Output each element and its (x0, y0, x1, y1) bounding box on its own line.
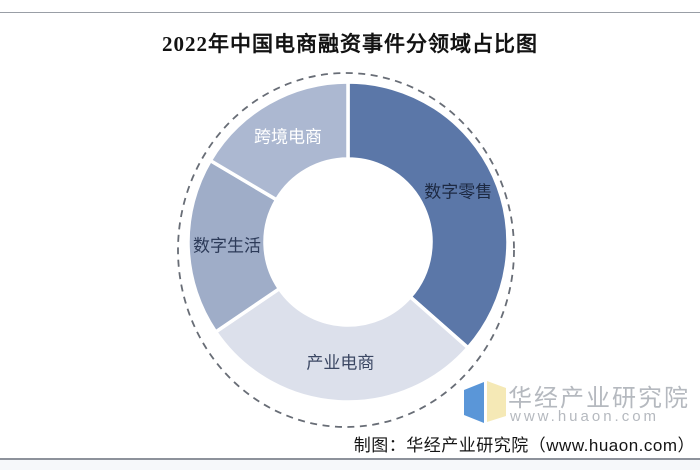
donut-segments (186, 80, 510, 404)
donut-segment-0 (346, 80, 510, 351)
dashed-outline-circle (177, 72, 515, 428)
segment-label-0: 数字零售 (424, 183, 492, 202)
watermark-url: www.huaon.com (510, 408, 660, 425)
top-border-line (0, 12, 700, 13)
segment-label-2: 数字生活 (193, 236, 261, 255)
donut-segment-2 (186, 158, 282, 335)
donut-segment-3 (207, 80, 350, 203)
donut-segment-1 (213, 286, 471, 404)
bottom-border-line (0, 458, 700, 460)
huajing-logo-icon (464, 381, 506, 423)
segment-label-1: 产业电商 (306, 353, 374, 372)
segment-label-3: 跨境电商 (254, 127, 322, 146)
below-border-strip (0, 460, 700, 470)
credit-line: 制图：华经产业研究院（www.huaon.com） (353, 436, 695, 455)
watermark: 华经产业研究院 www.huaon.com (458, 374, 698, 428)
watermark-name: 华经产业研究院 (508, 385, 690, 412)
chart-title: 2022年中国电商融资事件分领域占比图 (162, 32, 538, 56)
